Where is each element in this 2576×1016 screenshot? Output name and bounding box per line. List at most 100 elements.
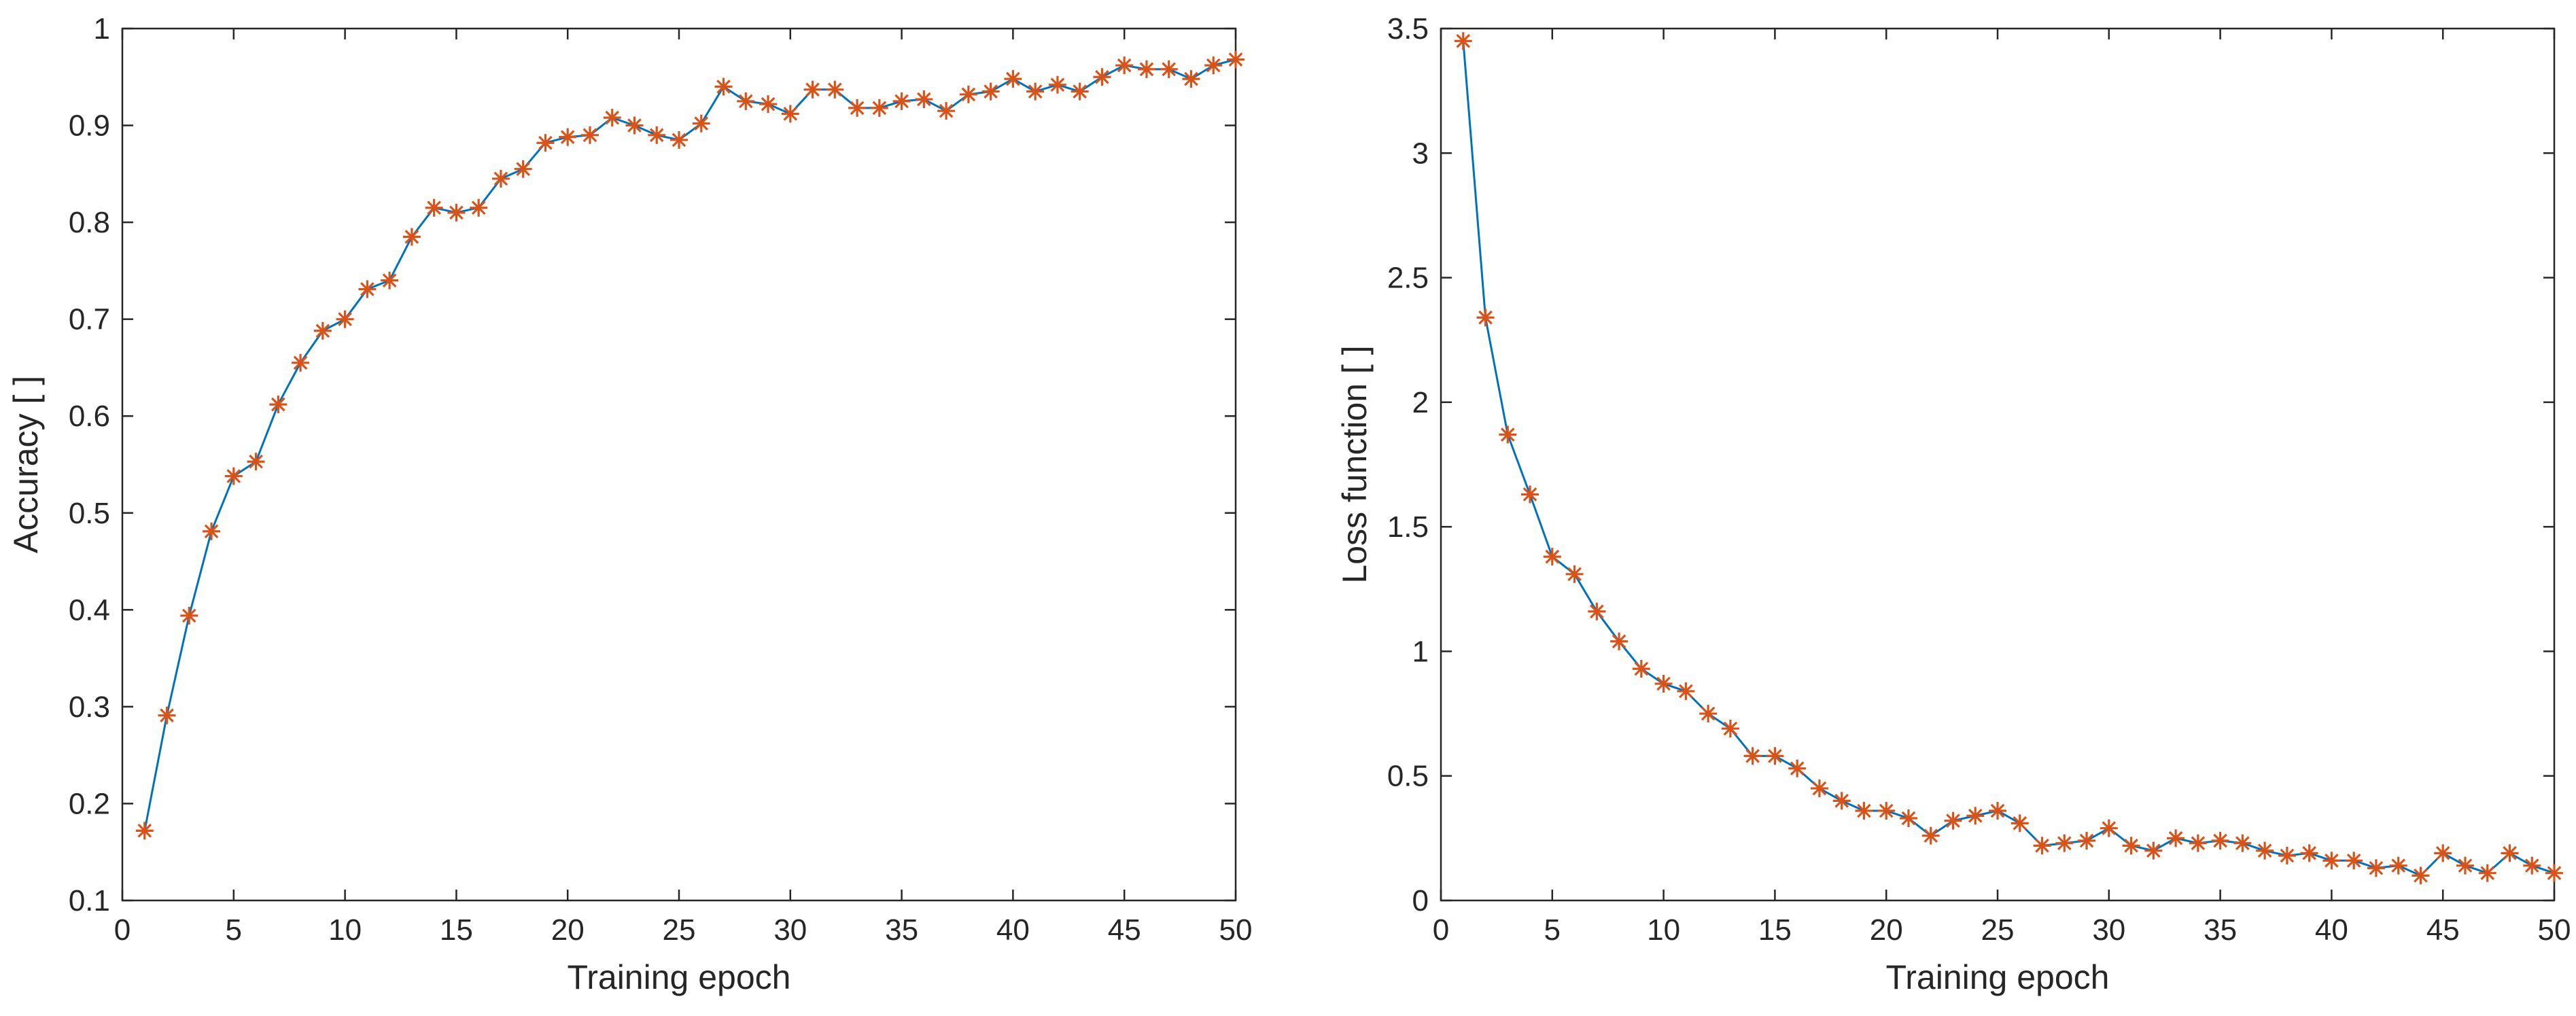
- data-point: [2367, 859, 2385, 877]
- data-point: [2211, 832, 2229, 850]
- data-point: [1182, 70, 1200, 88]
- data-point: [1855, 802, 1873, 820]
- data-point: [425, 198, 443, 217]
- y-axis-title: Loss function [ ]: [1336, 345, 1374, 583]
- x-tick-label: 5: [226, 913, 242, 947]
- data-point: [203, 522, 221, 540]
- data-point: [1810, 779, 1828, 798]
- data-point: [1565, 565, 1584, 583]
- y-tick-label: 3.5: [1387, 12, 1429, 46]
- y-tick-label: 0.2: [69, 787, 110, 820]
- x-tick-label: 25: [1981, 913, 2015, 947]
- data-point: [603, 109, 621, 127]
- data-point: [2412, 866, 2430, 885]
- data-point: [135, 822, 154, 840]
- data-point: [491, 169, 510, 188]
- data-point: [2055, 834, 2074, 852]
- data-point: [781, 105, 799, 123]
- data-point: [1654, 675, 1673, 693]
- data-point: [2545, 864, 2563, 882]
- data-point: [2322, 852, 2341, 870]
- x-tick-label: 40: [2315, 913, 2348, 947]
- y-tick-label: 0.5: [1387, 760, 1429, 793]
- data-point: [981, 82, 1000, 101]
- data-point: [1454, 32, 1472, 50]
- data-point: [1026, 82, 1045, 101]
- data-point: [447, 203, 466, 222]
- y-tick-label: 0.3: [69, 690, 110, 724]
- data-point: [1499, 425, 1517, 444]
- data-point: [292, 353, 310, 372]
- x-tick-label: 10: [1647, 913, 1680, 947]
- data-point: [625, 116, 644, 135]
- data-point: [2167, 829, 2185, 847]
- x-tick-label: 30: [773, 913, 807, 947]
- data-point: [1610, 632, 1629, 650]
- x-tick-label: 30: [2092, 913, 2125, 947]
- data-point: [559, 128, 577, 146]
- data-point: [514, 160, 532, 178]
- data-point: [1521, 485, 1539, 504]
- data-point: [1743, 747, 1762, 765]
- data-point: [959, 85, 977, 103]
- x-tick-label: 20: [1870, 913, 1903, 947]
- data-point: [269, 396, 288, 414]
- data-point: [714, 77, 733, 96]
- y-tick-label: 0.1: [69, 884, 110, 917]
- data-point: [180, 606, 198, 625]
- data-point: [2233, 834, 2252, 852]
- data-point: [1766, 747, 1784, 765]
- y-tick-label: 0.4: [69, 593, 110, 627]
- data-point: [536, 134, 555, 152]
- data-point: [2189, 834, 2207, 852]
- data-point: [670, 130, 688, 149]
- data-point: [2100, 819, 2118, 837]
- data-point: [2300, 844, 2318, 862]
- data-point: [580, 126, 599, 144]
- data-point: [1476, 309, 1495, 327]
- data-point: [1877, 802, 1896, 820]
- x-tick-label: 0: [1433, 913, 1449, 947]
- data-point: [2456, 856, 2474, 875]
- data-point: [313, 321, 332, 340]
- data-point: [1721, 720, 1739, 738]
- data-point: [1921, 826, 1940, 845]
- data-point: [1677, 682, 1695, 701]
- data-point: [2122, 837, 2140, 855]
- y-tick-label: 0.8: [69, 206, 110, 239]
- plot-area: [121, 27, 1237, 902]
- y-tick-label: 0.5: [69, 497, 110, 530]
- data-point: [648, 126, 666, 144]
- x-tick-label: 35: [2204, 913, 2237, 947]
- data-point: [224, 467, 243, 485]
- chart-2: 0 5 10 15 20 25 30 35 40 45 50 0 0.5 1 1.5 2 2.5 3 3.5 Trai…: [1336, 12, 2571, 996]
- y-tick-label: 1: [94, 12, 110, 46]
- x-tick-label: 45: [1108, 913, 1141, 947]
- data-point: [2523, 856, 2541, 875]
- data-point: [2389, 856, 2407, 875]
- data-point: [870, 99, 888, 117]
- data-point: [158, 706, 176, 724]
- data-point: [1632, 660, 1650, 678]
- x-tick-label: 5: [1544, 913, 1561, 947]
- data-point: [692, 114, 710, 133]
- data-point: [826, 80, 844, 99]
- data-point: [1093, 68, 1111, 86]
- y-tick-label: 1: [1412, 635, 1429, 668]
- x-axis-title: Training epoch: [568, 958, 791, 996]
- x-axis-title: Training epoch: [1886, 958, 2110, 996]
- data-point: [2256, 841, 2274, 860]
- x-tick-label: 15: [440, 913, 473, 947]
- data-point: [402, 228, 421, 246]
- y-tick-label: 0.7: [69, 303, 110, 336]
- data-point: [1543, 548, 1561, 566]
- x-tick-label: 40: [996, 913, 1030, 947]
- data-point: [1004, 70, 1022, 88]
- y-tick-label: 0.6: [69, 400, 110, 433]
- y-tick-label: 2: [1412, 386, 1429, 419]
- x-tick-label: 20: [551, 913, 585, 947]
- data-point: [1115, 56, 1134, 75]
- data-point: [915, 90, 933, 109]
- x-tick-label: 10: [328, 913, 362, 947]
